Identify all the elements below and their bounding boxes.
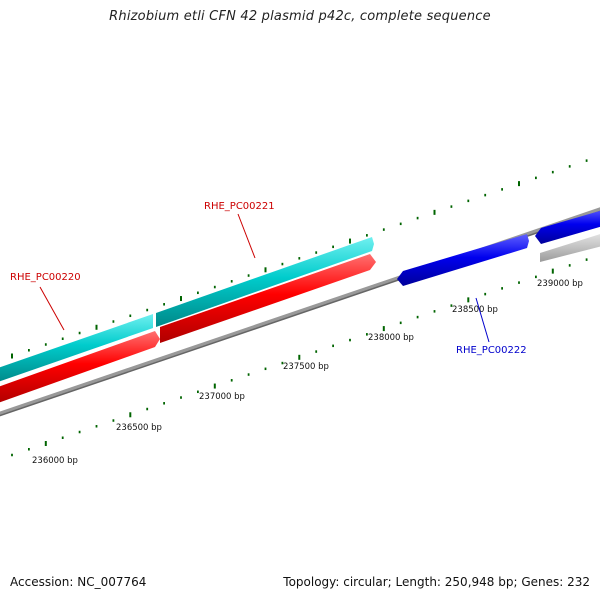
gene-next-blue[interactable] <box>535 208 600 244</box>
tick-label-236500: 236500 bp <box>116 423 162 433</box>
tick-label-238500: 238500 bp <box>452 305 498 315</box>
topology-summary-text: Topology: circular; Length: 250,948 bp; … <box>283 575 590 589</box>
gene-label-RHE_PC00220[interactable]: RHE_PC00220 <box>10 272 81 283</box>
tick-label-239000: 239000 bp <box>537 279 583 289</box>
tick-label-237000: 237000 bp <box>199 392 245 402</box>
gene-RHE_PC00221-cyan[interactable] <box>156 237 374 327</box>
leader-RHE_PC00220 <box>39 286 65 331</box>
tick-label-237500: 237500 bp <box>283 362 329 372</box>
gene-RHE_PC00221-red[interactable] <box>160 254 376 343</box>
outer-tick-marks <box>11 159 588 359</box>
inner-tick-marks <box>11 258 588 457</box>
gene-RHE_PC00220-cyan[interactable] <box>0 314 153 383</box>
map-title: Rhizobium etli CFN 42 plasmid p42c, comp… <box>109 9 491 24</box>
gene-RHE_PC00220-red[interactable] <box>0 331 160 404</box>
tick-label-236000: 236000 bp <box>32 456 78 466</box>
gene-next-gray[interactable] <box>540 231 600 262</box>
leader-RHE_PC00222 <box>475 297 490 343</box>
gene-label-RHE_PC00222[interactable]: RHE_PC00222 <box>456 345 527 356</box>
tick-label-238000: 238000 bp <box>368 333 414 343</box>
accession-text: Accession: NC_007764 <box>10 575 147 589</box>
leader-RHE_PC00221 <box>237 213 256 259</box>
gene-label-RHE_PC00221[interactable]: RHE_PC00221 <box>204 201 275 212</box>
gene-RHE_PC00222-blue[interactable] <box>397 234 529 286</box>
